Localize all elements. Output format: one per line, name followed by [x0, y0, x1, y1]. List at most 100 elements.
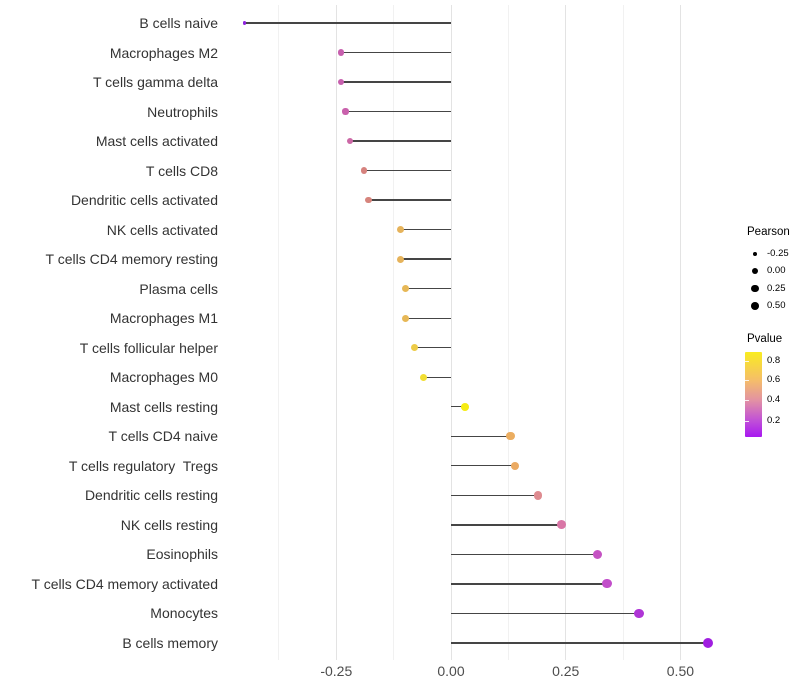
major-gridline	[679, 5, 681, 660]
lollipop-dot	[511, 461, 520, 470]
pvalue-tick-label: 0.8	[767, 354, 781, 366]
lollipop-stem	[345, 110, 451, 113]
pvalue-colorbar-tick	[745, 380, 749, 382]
legend-pearson-dot	[751, 285, 759, 293]
lollipop-dot	[401, 314, 409, 322]
major-gridline	[450, 5, 452, 660]
lollipop-dot	[533, 491, 543, 500]
lollipop-stem	[451, 583, 607, 585]
y-axis-label: T cells regulatory Tregs	[68, 457, 218, 474]
legend-pearson-label: -0.25	[767, 248, 789, 259]
lollipop-dot	[342, 108, 349, 115]
x-axis-tick-label: 0.00	[437, 663, 465, 679]
minor-gridline	[507, 5, 509, 660]
lollipop-dot	[337, 78, 344, 86]
lollipop-stem	[405, 317, 451, 319]
lollipop-stem	[405, 287, 451, 290]
pvalue-colorbar-tick	[745, 420, 749, 422]
y-axis-label: B cells memory	[122, 634, 218, 651]
lollipop-stem	[414, 347, 451, 349]
pvalue-colorbar-tick	[745, 400, 749, 402]
lollipop-stem	[451, 494, 539, 496]
y-axis-label: Dendritic cells resting	[84, 487, 218, 504]
lollipop-dot	[410, 344, 418, 352]
lollipop-stem	[350, 140, 451, 142]
pvalue-colorbar-tick	[745, 360, 749, 362]
y-axis-label: T cells CD8	[145, 162, 218, 179]
y-axis-label: Macrophages M0	[109, 369, 218, 386]
lollipop-dot	[602, 579, 612, 589]
y-axis-label: T cells CD4 memory activated	[31, 575, 218, 592]
x-axis-tick-label: -0.25	[320, 663, 353, 679]
y-axis-label: Plasma cells	[139, 280, 218, 297]
lollipop-dot	[401, 285, 409, 293]
lollipop-dot	[360, 167, 368, 174]
x-axis-tick-label: 0.25	[552, 663, 580, 679]
legend-pearson-label: 0.00	[767, 265, 786, 277]
lollipop-dot	[506, 432, 515, 441]
y-axis-label: NK cells activated	[106, 221, 218, 238]
y-axis-label: Macrophages M1	[109, 310, 218, 327]
lollipop-dot	[346, 137, 354, 145]
lollipop-stem	[451, 642, 708, 644]
pvalue-colorbar	[745, 352, 762, 437]
lollipop-dot	[397, 226, 405, 234]
lollipop-stem	[340, 81, 451, 83]
lollipop-stem	[451, 612, 640, 615]
legend-pearson-label: 0.25	[767, 282, 786, 294]
lollipop-dot	[337, 49, 344, 56]
lollipop-dot	[460, 402, 469, 411]
lollipop-stem	[451, 553, 598, 556]
y-axis-label: B cells naive	[139, 15, 218, 31]
y-axis-label: Neutrophils	[147, 103, 218, 120]
minor-gridline	[393, 5, 395, 660]
y-axis-label: Dendritic cells activated	[70, 192, 218, 209]
lollipop-dot	[702, 637, 713, 648]
y-axis-label: NK cells resting	[120, 516, 218, 533]
lollipop-stem	[423, 376, 451, 378]
y-axis-label: T cells follicular helper	[79, 339, 218, 356]
minor-gridline	[278, 5, 280, 660]
lollipop-stem	[451, 465, 516, 467]
lollipop-stem	[400, 228, 451, 231]
lollipop-stem	[368, 199, 451, 201]
x-axis-tick-label: 0.50	[666, 663, 695, 679]
legend-pearson-label: 0.50	[767, 300, 786, 312]
y-axis-label: T cells CD4 naive	[108, 428, 218, 445]
lollipop-dot	[556, 520, 566, 530]
pvalue-tick-label: 0.2	[767, 414, 781, 426]
lollipop-stem	[340, 51, 451, 54]
y-axis-label: Mast cells activated	[95, 133, 218, 150]
major-gridline	[565, 5, 567, 660]
lollipop-stem	[400, 258, 451, 260]
y-axis-label: Macrophages M2	[109, 44, 218, 61]
plot-panel	[222, 5, 716, 660]
legend-pvalue-title: Pvalue	[747, 333, 783, 345]
y-axis-label: Monocytes	[150, 605, 218, 622]
major-gridline	[335, 5, 337, 660]
legend-pearson-dot	[751, 302, 759, 311]
lollipop-stem	[451, 524, 562, 526]
lollipop-dot	[365, 196, 372, 204]
lollipop-stem	[244, 22, 451, 24]
minor-gridline	[622, 5, 624, 660]
y-axis-label: T cells CD4 memory resting	[45, 251, 218, 268]
lollipop-dot	[242, 21, 247, 25]
y-axis-label: Eosinophils	[146, 546, 218, 563]
lollipop-dot	[419, 373, 428, 381]
lollipop-dot	[593, 549, 603, 559]
legend-pearson-dot	[752, 251, 758, 257]
pvalue-tick-label: 0.6	[767, 374, 781, 386]
legend-pearson-title: Pearson	[747, 226, 790, 238]
y-axis-label: Mast cells resting	[109, 398, 218, 415]
lollipop-stem	[363, 169, 451, 172]
lollipop-dot	[634, 608, 644, 619]
legend-pearson-dot	[751, 268, 759, 275]
pvalue-tick-label: 0.4	[767, 394, 781, 406]
y-axis-labels: B cells naive Macrophages M2 T cells gamma…	[0, 0, 218, 700]
lollipop-stem	[451, 435, 511, 437]
lollipop-stem	[451, 406, 465, 408]
